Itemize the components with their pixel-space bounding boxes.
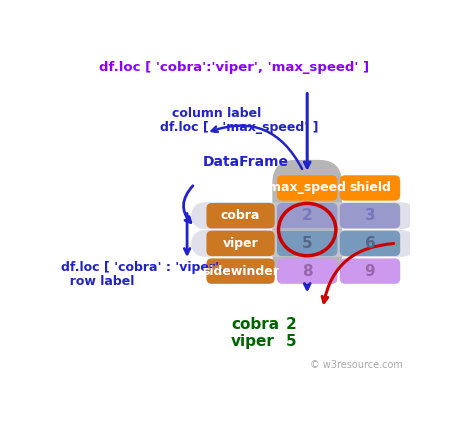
FancyBboxPatch shape — [191, 230, 416, 257]
FancyBboxPatch shape — [277, 203, 338, 228]
Text: row label: row label — [61, 275, 134, 288]
Text: 5: 5 — [302, 236, 313, 251]
FancyBboxPatch shape — [340, 231, 400, 256]
Text: cobra: cobra — [231, 317, 279, 332]
Text: viper: viper — [222, 237, 258, 250]
FancyBboxPatch shape — [340, 258, 400, 284]
FancyBboxPatch shape — [277, 258, 338, 284]
Text: 2: 2 — [285, 317, 296, 332]
Text: DataFrame: DataFrame — [202, 155, 288, 169]
Text: © w3resource.com: © w3resource.com — [310, 360, 403, 370]
Text: 5: 5 — [285, 334, 296, 349]
FancyBboxPatch shape — [191, 202, 416, 229]
Text: viper: viper — [231, 334, 275, 349]
Text: cobra: cobra — [221, 209, 260, 222]
FancyBboxPatch shape — [207, 231, 275, 256]
FancyBboxPatch shape — [273, 160, 342, 277]
Text: df.loc [ 'cobra':'viper', 'max_speed' ]: df.loc [ 'cobra':'viper', 'max_speed' ] — [99, 61, 369, 74]
Text: 6: 6 — [364, 236, 375, 251]
Text: max_speed: max_speed — [268, 181, 346, 195]
FancyBboxPatch shape — [277, 231, 338, 256]
FancyBboxPatch shape — [207, 203, 275, 228]
Text: sidewinder: sidewinder — [202, 265, 279, 277]
Text: df.loc [ , 'max_speed' ]: df.loc [ , 'max_speed' ] — [160, 121, 318, 134]
Text: df.loc [ 'cobra' : 'viper',: df.loc [ 'cobra' : 'viper', — [61, 261, 223, 274]
Text: column label: column label — [172, 107, 261, 120]
Text: 8: 8 — [302, 264, 313, 279]
FancyBboxPatch shape — [207, 258, 275, 284]
FancyBboxPatch shape — [277, 175, 338, 201]
FancyBboxPatch shape — [340, 203, 400, 228]
Text: shield: shield — [349, 181, 391, 195]
Text: 2: 2 — [302, 208, 313, 223]
FancyBboxPatch shape — [340, 175, 400, 201]
Text: 9: 9 — [364, 264, 375, 279]
Text: 3: 3 — [364, 208, 375, 223]
